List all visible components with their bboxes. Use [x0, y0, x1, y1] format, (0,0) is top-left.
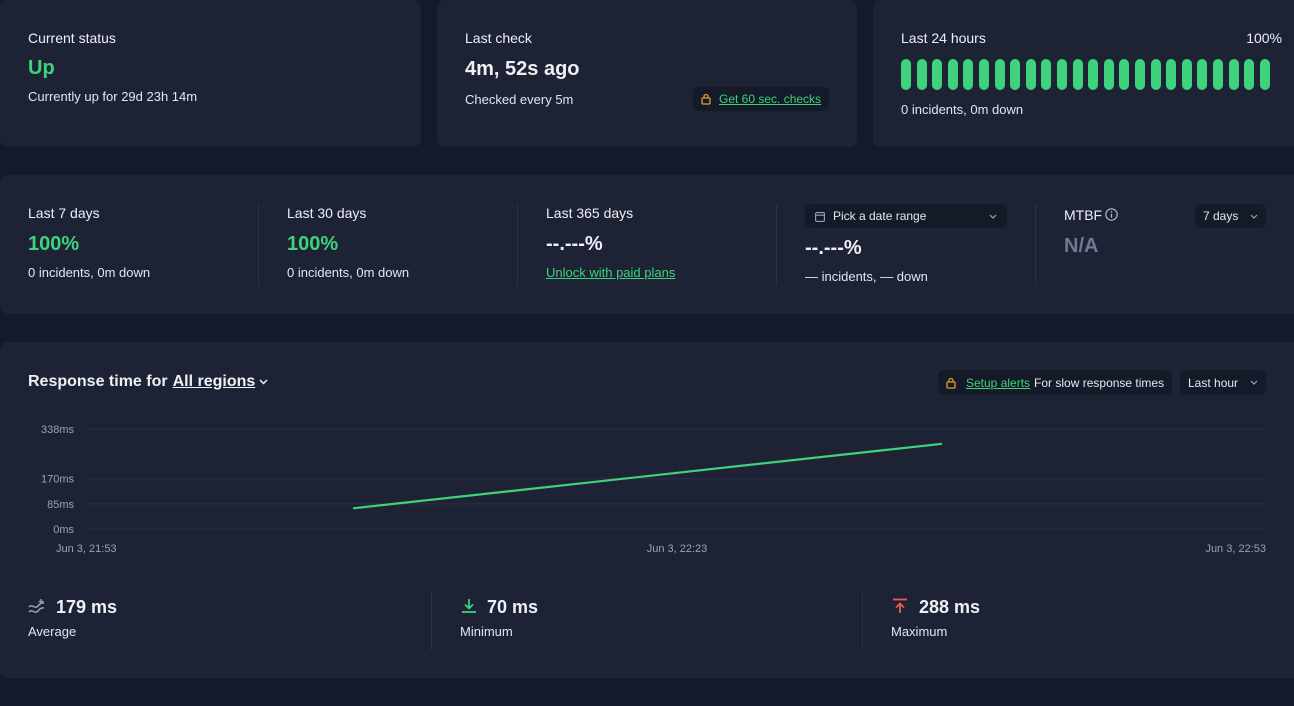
last-24h-label: Last 24 hours	[901, 30, 986, 46]
region-select[interactable]: All regions	[173, 373, 269, 391]
uptime-bar[interactable]	[1025, 59, 1036, 90]
current-status-value: Up	[28, 57, 55, 79]
period-30d-detail: 0 incidents, 0m down	[287, 265, 410, 280]
setup-alerts-pill: Setup alerts For slow response times	[938, 370, 1173, 395]
upgrade-checks-link[interactable]: Get 60 sec. checks	[719, 92, 822, 106]
period-365d-label: Last 365 days	[546, 205, 634, 221]
last-24h-percent: 100%	[1246, 30, 1282, 46]
calendar-icon	[815, 211, 825, 222]
current-status-label: Current status	[28, 30, 116, 46]
date-range-value: --.---%	[805, 237, 862, 259]
chevron-down-icon	[1250, 380, 1258, 385]
uptime-bar[interactable]	[932, 59, 943, 90]
divider	[862, 592, 863, 650]
region-select-value: All regions	[172, 373, 256, 390]
date-range-placeholder: Pick a date range	[833, 209, 927, 223]
lock-icon	[701, 93, 711, 105]
divider	[776, 204, 777, 286]
y-tick-label: 0ms	[53, 524, 74, 536]
response-time-card: Response time for All regions Setup aler…	[0, 342, 1294, 678]
stat-average-label: Average	[28, 624, 77, 639]
lock-icon	[946, 377, 956, 389]
x-tick-label: Jun 3, 22:23	[647, 543, 708, 555]
x-tick-label: Jun 3, 21:53	[56, 543, 117, 555]
period-365d-value: --.---%	[546, 233, 603, 255]
uptime-bar[interactable]	[979, 59, 989, 90]
x-tick-label: Jun 3, 22:53	[1205, 543, 1266, 555]
divider	[431, 592, 432, 650]
last-check-detail: Checked every 5m	[465, 92, 574, 107]
response-time-title: Response time for All regions	[28, 373, 268, 391]
period-30d-label: Last 30 days	[287, 205, 367, 221]
uptime-bar[interactable]	[1135, 59, 1145, 90]
y-tick-label: 170ms	[41, 474, 75, 486]
period-30d-value: 100%	[287, 233, 339, 255]
stat-minimum-label: Minimum	[460, 624, 513, 639]
uptime-bar[interactable]	[1072, 59, 1083, 90]
response-time-line	[352, 442, 943, 510]
uptime-bar[interactable]	[1150, 59, 1161, 90]
uptime-bar[interactable]	[1259, 59, 1270, 90]
upgrade-checks-button[interactable]: Get 60 sec. checks	[693, 87, 830, 111]
uptime-bar[interactable]	[1228, 59, 1239, 90]
y-tick-label: 85ms	[47, 499, 74, 511]
current-status-detail: Currently up for 29d 23h 14m	[28, 89, 198, 104]
uptime-bar[interactable]	[994, 59, 1005, 90]
last-check-card: Last check 4m, 52s ago Checked every 5m …	[437, 0, 857, 147]
chevron-down-icon	[989, 214, 997, 219]
date-range-picker[interactable]: Pick a date range	[805, 204, 1007, 228]
last-check-label: Last check	[465, 30, 532, 46]
date-range-detail: — incidents, — down	[805, 269, 928, 284]
unlock-paid-plans-link[interactable]: Unlock with paid plans	[546, 265, 676, 280]
period-7d-value: 100%	[28, 233, 80, 255]
uptime-bar[interactable]	[901, 59, 911, 90]
download-arrow-icon	[462, 599, 476, 613]
stat-maximum-label: Maximum	[891, 624, 948, 639]
uptime-bar[interactable]	[1213, 59, 1223, 90]
divider	[258, 204, 259, 286]
mtbf-label: MTBF	[1064, 207, 1103, 223]
uptime-bar[interactable]	[1057, 59, 1067, 90]
setup-alerts-link[interactable]: Setup alerts	[966, 375, 1031, 390]
stat-maximum-value: 288 ms	[919, 597, 981, 617]
stat-average-value: 179 ms	[56, 597, 118, 617]
chevron-down-icon	[1250, 214, 1258, 219]
uptime-bar[interactable]	[963, 59, 974, 90]
divider	[1035, 204, 1036, 286]
uptime-bar[interactable]	[1103, 59, 1114, 90]
trend-icon	[28, 599, 45, 614]
last-24h-detail: 0 incidents, 0m down	[901, 102, 1024, 117]
uptime-bar[interactable]	[1041, 59, 1052, 90]
y-tick-label: 338ms	[41, 424, 75, 436]
upload-arrow-icon	[893, 598, 907, 613]
uptime-bar[interactable]	[1119, 59, 1130, 90]
divider	[517, 204, 518, 286]
response-time-chart: 338ms 170ms 85ms 0ms Jun 3, 21:53 Jun 3, 22:2…	[41, 424, 1266, 555]
uptime-bar[interactable]	[947, 59, 958, 90]
uptime-bar[interactable]	[916, 59, 927, 90]
mtbf-value: N/A	[1064, 235, 1099, 257]
response-title-prefix: Response time for	[28, 373, 168, 390]
time-range-select[interactable]: Last hour	[1180, 370, 1266, 395]
setup-alerts-text: For slow response times	[1034, 375, 1165, 390]
uptime-bar[interactable]	[1181, 59, 1192, 90]
uptime-bar[interactable]	[1197, 59, 1208, 90]
chevron-down-icon	[259, 379, 268, 385]
uptime-bar[interactable]	[1010, 59, 1021, 90]
mtbf-range-value: 7 days	[1203, 209, 1239, 223]
uptime-bar[interactable]	[1244, 59, 1255, 90]
uptime-periods-card: Last 7 days 100% 0 incidents, 0m down La…	[0, 175, 1294, 314]
last-check-value: 4m, 52s ago	[465, 58, 580, 80]
current-status-card: Current status Up Currently up for 29d 2…	[0, 0, 421, 147]
period-7d-detail: 0 incidents, 0m down	[28, 265, 151, 280]
uptime-bar[interactable]	[1166, 59, 1177, 90]
stat-minimum-value: 70 ms	[487, 597, 539, 617]
info-icon[interactable]	[1105, 208, 1118, 221]
uptime-bar[interactable]	[1088, 59, 1099, 90]
time-range-value: Last hour	[1188, 375, 1239, 390]
period-7d-label: Last 7 days	[28, 205, 100, 221]
mtbf-range-select[interactable]: 7 days	[1195, 204, 1266, 228]
last-24h-card: Last 24 hours 100% 0 incidents, 0m down	[873, 0, 1294, 147]
